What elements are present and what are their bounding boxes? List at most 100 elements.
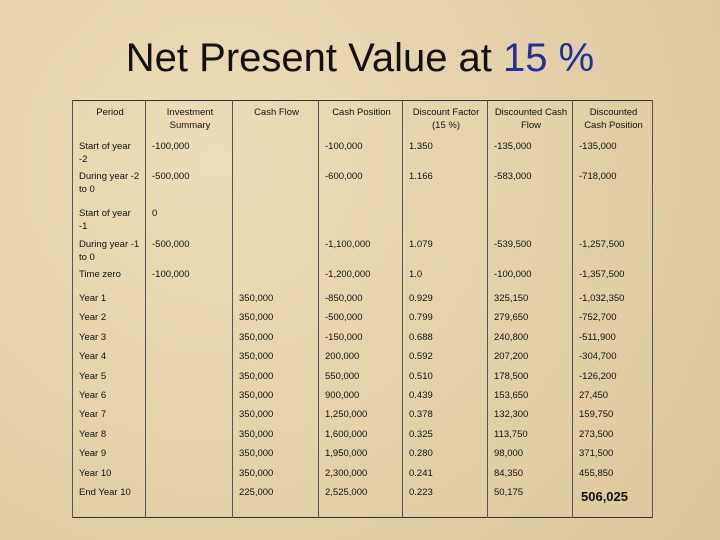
table-cell: -100,000 (487, 266, 573, 290)
table-cell: Year 3 (72, 328, 146, 349)
table-cell: 0.378 (402, 406, 488, 426)
table-cell: 1.079 (402, 236, 488, 266)
table-cell: 1,600,000 (318, 425, 403, 446)
table-row: Year 2 350,000 -500,000 0.799 279,650 -752,70… (72, 309, 653, 329)
table-cell: 178,500 (487, 367, 573, 387)
table-cell: -100,000 (145, 138, 233, 168)
npv-table: Period Investment Summary Cash Flow Cash Po… (72, 100, 653, 519)
table-cell (145, 464, 233, 484)
table-cell: 0.688 (402, 328, 488, 349)
column-header: Investment Summary (145, 100, 233, 138)
table-cell: During year -2 to 0 (72, 168, 146, 205)
table-cell: End Year 10 (72, 483, 146, 518)
table-cell: 1,250,000 (318, 406, 403, 426)
table-cell: 1.166 (402, 168, 488, 205)
table-cell: During year -1 to 0 (72, 236, 146, 266)
table-cell (145, 309, 233, 329)
table-cell: 350,000 (232, 406, 319, 426)
table-cell: 0.241 (402, 464, 488, 484)
table-cell (232, 138, 319, 168)
table-cell: 153,650 (487, 386, 573, 407)
table-cell: 0.439 (402, 386, 488, 407)
table-cell: 350,000 (232, 425, 319, 446)
table-cell: -1,357,500 (572, 266, 653, 290)
table-cell: 506,025 (572, 483, 653, 518)
title-text: Net Present Value at (125, 36, 492, 80)
table-cell: 207,200 (487, 348, 573, 368)
table-cell: Year 8 (72, 425, 146, 446)
table-cell: 113,750 (487, 425, 573, 446)
table-cell: 550,000 (318, 367, 403, 387)
slide-title: Net Present Value at 15 % (0, 36, 720, 81)
table-cell: -718,000 (572, 168, 653, 205)
table-cell: Start of year -2 (72, 138, 146, 168)
table-row: Year 10 350,000 2,300,000 0.241 84,350 455,85… (72, 464, 653, 484)
table-cell: 27,450 (572, 386, 653, 407)
table-cell: 350,000 (232, 386, 319, 407)
table-cell: -126,200 (572, 367, 653, 387)
table-cell: 350,000 (232, 445, 319, 465)
table-cell: 200,000 (318, 348, 403, 368)
table-cell: Year 7 (72, 406, 146, 426)
table-cell: 225,000 (232, 483, 319, 518)
table-cell: -539,500 (487, 236, 573, 266)
table-cell (145, 483, 233, 518)
table-row: Year 3 350,000 -150,000 0.688 240,800 -511,90… (72, 328, 653, 349)
table-cell: 455,850 (572, 464, 653, 484)
title-rate: 15 % (503, 36, 595, 80)
table-cell: -511,900 (572, 328, 653, 349)
table-cell: Year 1 (72, 290, 146, 310)
table-cell: -850,000 (318, 290, 403, 310)
table-cell: 350,000 (232, 290, 319, 310)
table-row: Year 9 350,000 1,950,000 0.280 98,000 371,500 (72, 445, 653, 465)
table-cell (145, 348, 233, 368)
table-cell: 350,000 (232, 367, 319, 387)
table-row: Year 8 350,000 1,600,000 0.325 113,750 273,50… (72, 425, 653, 446)
column-header: Cash Position (318, 100, 403, 138)
table-cell: Start of year -1 (72, 205, 146, 236)
column-header: Discounted Cash Flow (487, 100, 573, 138)
table-cell: 273,500 (572, 425, 653, 446)
table-cell: -150,000 (318, 328, 403, 349)
table-cell: 98,000 (487, 445, 573, 465)
column-header: Period (72, 100, 146, 138)
table-cell: -752,700 (572, 309, 653, 329)
table-cell: -583,000 (487, 168, 573, 205)
table-cell: 0.510 (402, 367, 488, 387)
table-row: Year 5 350,000 550,000 0.510 178,500 -126,200 (72, 367, 653, 387)
table-cell: 1,950,000 (318, 445, 403, 465)
table-cell (145, 406, 233, 426)
table-row: During year -2 to 0 -500,000 -600,000 1.166… (72, 168, 653, 205)
table-cell: -304,700 (572, 348, 653, 368)
table-cell (232, 168, 319, 205)
table-cell: 84,350 (487, 464, 573, 484)
table-cell: 0.592 (402, 348, 488, 368)
table-cell: 0.799 (402, 309, 488, 329)
table-cell: 50,175 (487, 483, 573, 518)
table-cell: Time zero (72, 266, 146, 290)
table-cell: 0.325 (402, 425, 488, 446)
table-cell (232, 205, 319, 236)
table-row: Time zero -100,000 -1,200,000 1.0 -100,000 -1… (72, 266, 653, 290)
table-cell: 159,750 (572, 406, 653, 426)
table-cell: -100,000 (145, 266, 233, 290)
table-cell: 132,300 (487, 406, 573, 426)
table-cell: 2,300,000 (318, 464, 403, 484)
table-cell: -500,000 (145, 236, 233, 266)
table-cell: 240,800 (487, 328, 573, 349)
table-cell (145, 290, 233, 310)
table-cell: 1.0 (402, 266, 488, 290)
table-cell: -1,100,000 (318, 236, 403, 266)
table-cell: 350,000 (232, 328, 319, 349)
table-cell: 0 (145, 205, 233, 236)
table-cell: -600,000 (318, 168, 403, 205)
column-header: Discount Factor (15 %) (402, 100, 488, 138)
table-cell: -100,000 (318, 138, 403, 168)
table-cell: 0.223 (402, 483, 488, 518)
table-cell: -1,257,500 (572, 236, 653, 266)
header-row: Period Investment Summary Cash Flow Cash Po… (72, 100, 653, 138)
table-cell: 325,150 (487, 290, 573, 310)
table-cell (572, 205, 653, 236)
table-cell: 2,525,000 (318, 483, 403, 518)
